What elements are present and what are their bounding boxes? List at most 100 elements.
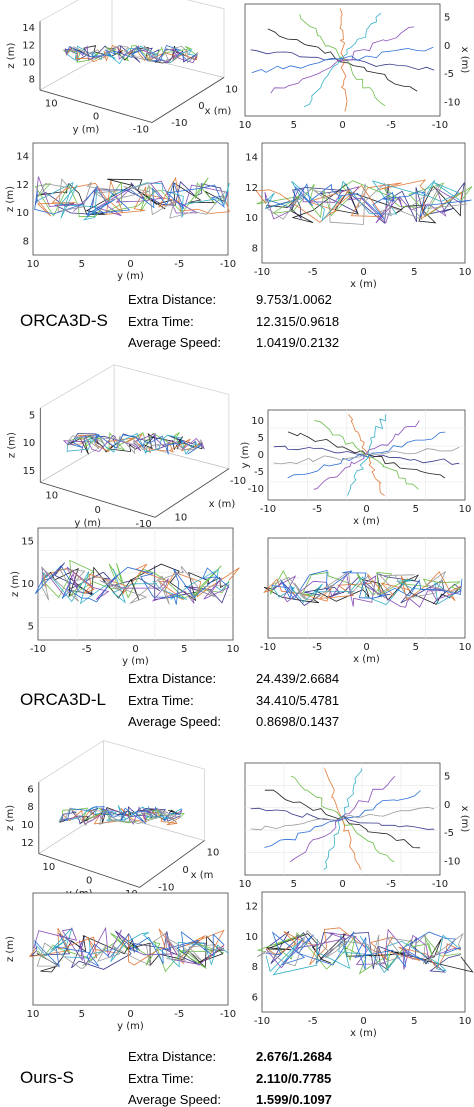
y-axis-label: y (m) [73, 124, 100, 135]
trajectory-line [34, 565, 230, 605]
x-tick-label: -10 [171, 118, 187, 129]
y-tick-label: 10 [16, 208, 29, 219]
trajectory-line [264, 790, 421, 848]
chart-panel: 10 5 0 -5 -10 5 0 -5 -10 x (m) [239, 762, 470, 890]
z-tick-label: 12 [22, 40, 35, 51]
chart-panel-3d: 15 10 5 z (m) 10 0 -10 y (m) -10 10 x (m) [6, 364, 246, 530]
y-tick-label: 12 [16, 180, 29, 191]
x-tick-label: 10 [174, 512, 187, 523]
y-tick-label: 15 [21, 536, 34, 547]
axes-frame [244, 3, 441, 117]
y-axis-label: x (m) [459, 806, 470, 833]
trajectory-line [34, 181, 226, 218]
z-tick-label: 8 [29, 75, 35, 86]
x-tick-label: 10 [27, 1009, 40, 1020]
trajectory-line [256, 929, 464, 967]
y-tick-label: 10 [45, 98, 58, 109]
trajectory-line [251, 46, 434, 74]
trajectory-line [41, 559, 230, 600]
metric-value: 1.599/0.1097 [256, 1092, 332, 1107]
trajectory-line [313, 420, 420, 490]
trajectory-line [40, 565, 230, 605]
metric-label: Average Speed: [128, 335, 221, 350]
x-tick-label: 10 [459, 267, 472, 278]
trajectory-line [41, 568, 230, 605]
x-tick-label: 10 [225, 84, 238, 95]
axis-line [40, 481, 156, 518]
y-tick-label: -10 [133, 124, 149, 135]
x-axis-label: x (m) [209, 499, 236, 510]
x-tick-label: 0 [182, 865, 188, 876]
y-tick-label: 10 [251, 416, 264, 427]
x-axis-label: x (m) [205, 106, 232, 117]
x-tick-label: 0 [339, 120, 345, 131]
trajectory-line [66, 44, 198, 63]
z-axis-label: z (m) [5, 805, 16, 831]
y-tick-label: -10 [444, 98, 460, 109]
metric-value: 2.110/0.7785 [256, 1071, 332, 1086]
trajectory-line [265, 183, 472, 220]
x-tick-label: -10 [260, 504, 276, 515]
method-label: ORCA3D-L [20, 690, 106, 709]
x-tick-label: 5 [79, 1009, 85, 1020]
metric-value: 12.315/0.9618 [256, 314, 340, 329]
axis-line [154, 468, 230, 518]
x-tick-label: -10 [220, 1009, 236, 1020]
y-tick-label: -10 [135, 519, 151, 530]
z-tick-label: 10 [23, 438, 36, 449]
x-tick-label: -5 [174, 1009, 184, 1020]
trajectory-line [255, 179, 463, 223]
y-tick-label: 5 [28, 622, 34, 633]
z-tick-label: 6 [27, 784, 33, 795]
x-tick-label: -5 [386, 120, 396, 131]
chart-panel: 10 5 0 -5 -10 14 12 10 8 y (m) z (m) [5, 142, 236, 282]
y-tick-label: 10 [245, 932, 258, 943]
metric-value: 2.676/1.2684 [256, 1049, 332, 1064]
trajectory-line [264, 186, 462, 224]
axis-line [151, 77, 225, 123]
x-axis-label: x (m [191, 870, 214, 881]
z-tick-label: 5 [29, 410, 35, 421]
trajectory-line [324, 768, 361, 870]
x-tick-label: -5 [308, 267, 318, 278]
trajectory-line [33, 926, 225, 967]
trajectory-line [271, 569, 463, 600]
method-label: ORCA3D-S [20, 311, 108, 330]
axes-frame [267, 409, 466, 501]
trajectory-line [323, 768, 363, 870]
trajectory-line [36, 932, 225, 969]
y-tick-label: 0 [258, 450, 264, 461]
y-tick-label: 10 [21, 579, 34, 590]
y-tick-label: 0 [444, 41, 450, 52]
x-tick-label: 5 [413, 642, 419, 653]
trajectory-line [287, 431, 446, 479]
x-tick-label: 5 [181, 644, 187, 655]
x-tick-label: 5 [411, 1016, 417, 1027]
y-axis-label: z (m) [5, 186, 16, 212]
trajectory-line [266, 931, 462, 970]
trajectory-line [273, 446, 460, 465]
y-tick-label: 6 [252, 993, 258, 1004]
x-axis-label: y (m) [122, 656, 149, 667]
y-axis-label: z (m) [10, 571, 21, 597]
x-axis-label: y (m) [117, 271, 144, 282]
trajectory-line [250, 806, 435, 831]
x-tick-label: 5 [411, 267, 417, 278]
x-tick-label: 5 [291, 879, 297, 890]
y-tick-label: 10 [45, 491, 58, 502]
x-tick-label: 10 [459, 1016, 472, 1027]
y-tick-label: 12 [245, 183, 258, 194]
x-tick-label: 0 [339, 879, 345, 890]
x-tick-label: 0 [360, 1016, 366, 1027]
y-tick-label: 0 [444, 800, 450, 811]
trajectory-line [265, 182, 468, 225]
trajectory-line [66, 45, 198, 63]
trajectory-line [256, 180, 473, 219]
x-axis-label: x (m) [350, 279, 377, 290]
chart-panel: -10 -5 0 5 10 10 5 0 -5 -10 x (m) y (m) [240, 409, 471, 527]
metric-value: 0.8698/0.1437 [256, 714, 340, 729]
y-tick-label: 5 [444, 12, 450, 23]
trajectory-line [62, 45, 198, 63]
